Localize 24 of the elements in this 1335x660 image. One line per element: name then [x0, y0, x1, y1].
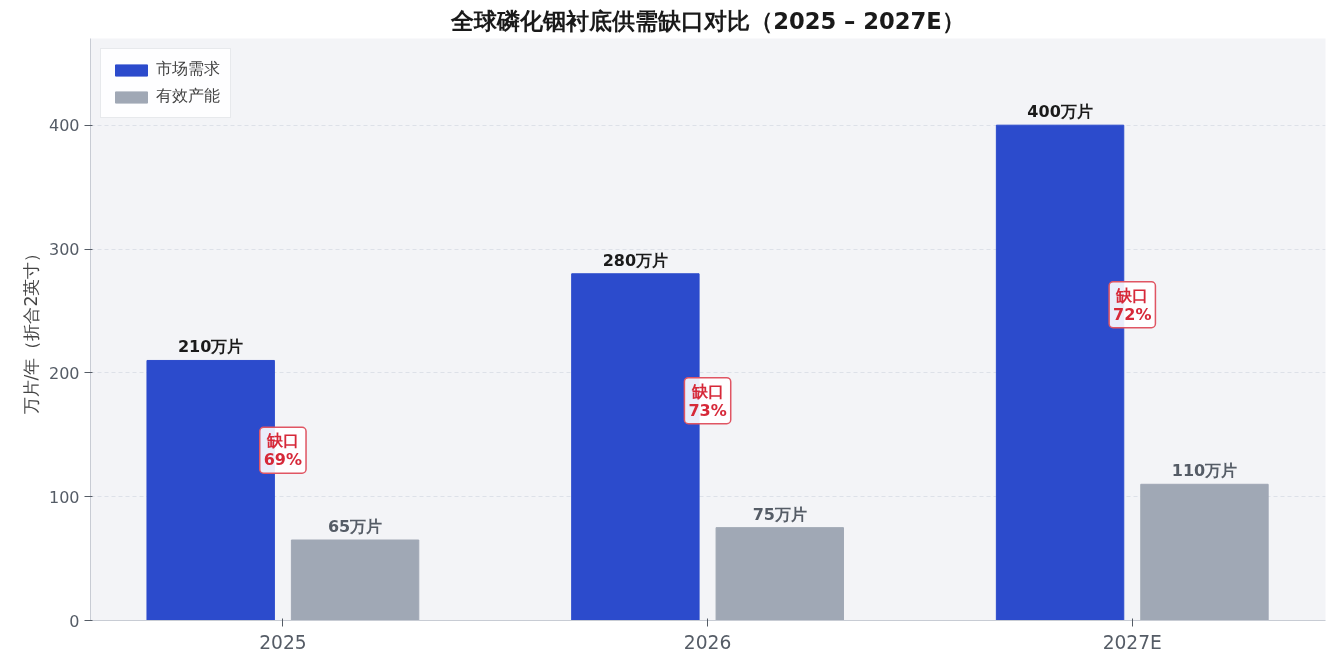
data-label: 75万片: [752, 504, 807, 524]
x-tick-label: 2026: [683, 631, 732, 653]
data-label: 280万片: [602, 250, 669, 270]
data-label: 400万片: [1027, 102, 1093, 122]
legend-label: 市场需求: [156, 59, 220, 80]
bar: [1140, 483, 1269, 621]
chart-title: 全球磷化铟衬底供需缺口对比（2025 – 2027E）: [450, 7, 965, 34]
x-tick-label: 2027E: [1102, 631, 1162, 653]
y-tick-label: 200: [48, 363, 80, 383]
data-label: 110万片: [1171, 461, 1238, 481]
annotation: 缺口 73%: [688, 381, 727, 420]
y-tick-label: 300: [48, 240, 80, 260]
bar: [715, 527, 844, 621]
legend-label: 有效产能: [156, 86, 220, 107]
data-label: 65万片: [327, 517, 383, 537]
y-axis-title: 万片/年（折合2英寸）: [20, 244, 41, 415]
annotation: 缺口 69%: [263, 431, 303, 470]
y-tick-label: 0: [69, 611, 80, 631]
data-label: 210万片: [177, 337, 244, 357]
annotation: 缺口 72%: [1113, 285, 1152, 324]
x-tick-label: 2025: [259, 631, 307, 653]
y-tick-label: 100: [48, 487, 80, 507]
y-tick-label: 400: [48, 116, 80, 136]
bar: [290, 539, 420, 621]
